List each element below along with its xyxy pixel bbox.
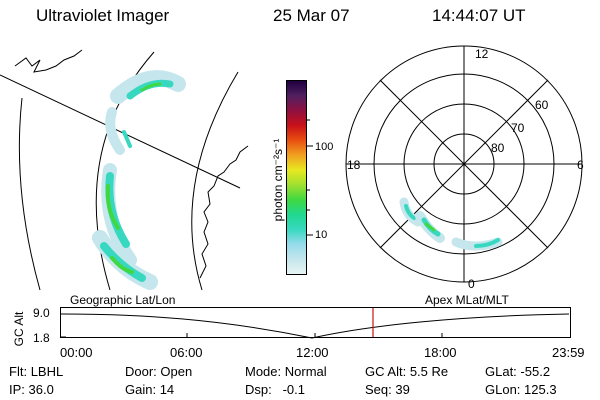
alt-tick-9: 9.0	[33, 306, 50, 320]
x-tick-1200: 12:00	[296, 345, 329, 360]
altitude-strip	[60, 307, 571, 339]
colorbar-ticks	[307, 119, 313, 236]
status-gcalt: GC Alt: 5.5 Re	[365, 364, 448, 379]
mlt-label-18: 18	[347, 158, 361, 172]
lat-label-80: 80	[491, 141, 505, 155]
ip-value: 36.0	[28, 382, 54, 397]
glat-label: GLat:	[485, 364, 517, 379]
mlt-label-6: 6	[577, 158, 584, 172]
mlt-label-0: 0	[468, 277, 475, 291]
glon-value: 125.3	[524, 382, 557, 397]
mode-value: Normal	[284, 364, 327, 379]
gain-value: 14	[159, 382, 175, 397]
status-door: Door: Open	[125, 364, 192, 379]
status-glat: GLat: -55.2	[485, 364, 550, 379]
dsp-value: -0.1	[282, 382, 305, 397]
glon-label: GLon:	[485, 382, 521, 397]
gcalt-label: GC Alt:	[365, 364, 407, 379]
door-value: Open	[160, 364, 193, 379]
geographic-label: Geographic Lat/Lon	[70, 293, 176, 307]
date-label: 25 Mar 07	[273, 6, 350, 25]
x-tick-0000: 00:00	[60, 345, 93, 360]
lat-label-60: 60	[535, 98, 549, 112]
status-mode: Mode: Normal	[245, 364, 327, 379]
status-dsp: Dsp: -0.1	[245, 382, 305, 397]
status-gain: Gain: 14	[125, 382, 174, 397]
colorbar-tick-100: 100	[315, 141, 334, 153]
status-filter: Flt: LBHL	[9, 364, 63, 379]
instrument-title: Ultraviolet Imager	[36, 6, 170, 25]
status-glon: GLon: 125.3	[485, 382, 557, 397]
gain-label: Gain:	[125, 382, 157, 397]
gcalt-value: 5.5 Re	[409, 364, 449, 379]
ip-label: IP:	[9, 382, 25, 397]
door-label: Door:	[125, 364, 157, 379]
geographic-map	[0, 49, 249, 291]
colorbar-label: photon cm⁻²s⁻¹	[271, 138, 285, 222]
polar-auroral-emission	[399, 197, 503, 251]
seq-value: 39	[395, 382, 410, 397]
filter-label: Flt:	[9, 364, 28, 379]
x-tick-2359: 23:59	[552, 345, 585, 360]
x-tick-0600: 06:00	[170, 345, 203, 360]
apex-label: Apex MLat/MLT	[425, 293, 509, 307]
status-seq: Seq: 39	[365, 382, 410, 397]
lat-label-70: 70	[511, 121, 525, 135]
auroral-emission	[92, 70, 186, 290]
mlt-label-12: 12	[475, 47, 489, 61]
filter-value: LBHL	[30, 364, 64, 379]
dsp-label: Dsp:	[245, 382, 272, 397]
glat-value: -55.2	[520, 364, 551, 379]
polar-plot	[345, 45, 583, 283]
colorbar-gradient	[286, 80, 307, 275]
seq-label: Seq:	[365, 382, 392, 397]
alt-tick-1-8: 1.8	[33, 331, 50, 345]
time-label: 14:44:07 UT	[432, 6, 526, 25]
gc-alt-axis-label: GC Alt	[12, 311, 26, 347]
colorbar-tick-10: 10	[315, 229, 328, 241]
mode-label: Mode:	[245, 364, 282, 379]
colorbar	[286, 80, 307, 275]
status-ip: IP: 36.0	[9, 382, 54, 397]
x-tick-1800: 18:00	[424, 345, 457, 360]
